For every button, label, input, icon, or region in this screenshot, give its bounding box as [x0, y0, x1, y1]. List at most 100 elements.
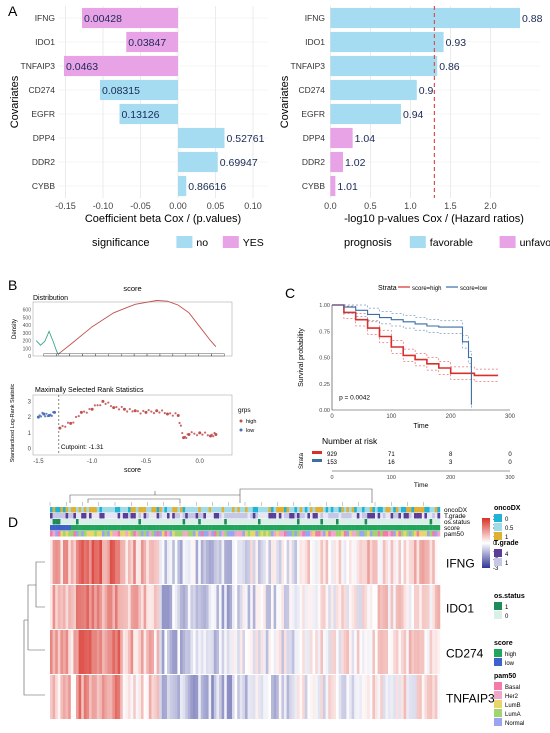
- heatmap-cell: [369, 585, 373, 629]
- heatmap-cell: [362, 630, 365, 674]
- annotation-cell-pam50: [343, 531, 347, 537]
- annotation-cell-pam50: [369, 531, 373, 537]
- annotation-cell-score: [89, 525, 92, 531]
- heatmap-cell: [94, 540, 98, 584]
- annotation-cell-score: [65, 525, 69, 531]
- heatmap-cell: [70, 675, 74, 719]
- annotation-cell-os.status: [299, 519, 303, 525]
- annotation-cell-T.grade: [94, 513, 97, 519]
- annotation-cell-score: [177, 525, 181, 531]
- annotation-cell-T.grade: [390, 513, 394, 519]
- legend-label: favorable: [430, 237, 473, 249]
- y-tick-label: IFNG: [35, 13, 55, 23]
- annotation-cell-score: [377, 525, 381, 531]
- annotation-cell-score: [411, 525, 415, 531]
- heatmap-cell: [416, 540, 420, 584]
- legend-swatch: [494, 718, 502, 726]
- annotation-cell-T.grade: [221, 513, 225, 519]
- annotation-cell-os.status: [57, 519, 61, 525]
- annotation-cell-pam50: [349, 531, 352, 537]
- heatmap-cell: [351, 675, 355, 719]
- annotation-cell-score: [382, 525, 386, 531]
- annotation-cell-score: [284, 525, 287, 531]
- heatmap-cell: [195, 630, 199, 674]
- heatmap-cell: [346, 675, 350, 719]
- point-high: [190, 431, 193, 434]
- heatmap-cell: [112, 675, 116, 719]
- annotation-cell-pam50: [421, 531, 425, 537]
- annotation-cell-os.status: [120, 519, 123, 525]
- annotation-cell-os.status: [232, 519, 235, 525]
- annotation-cell-T.grade: [112, 513, 116, 519]
- heatmap-cell: [232, 585, 235, 629]
- annotation-cell-pam50: [216, 531, 220, 537]
- annotation-cell-score: [414, 525, 417, 531]
- annotation-cell-T.grade: [226, 513, 230, 519]
- annotation-cell-T.grade: [208, 513, 212, 519]
- heatmap-cell: [271, 540, 274, 584]
- annotation-cell-os.status: [364, 519, 368, 525]
- annotation-cell-os.status: [286, 519, 290, 525]
- plot-frame: [32, 394, 233, 456]
- annotation-cell-os.status: [229, 519, 233, 525]
- annotation-cell-pam50: [411, 531, 415, 537]
- heatmap-cell: [164, 630, 168, 674]
- heatmap-cell: [252, 585, 256, 629]
- heatmap-cell: [427, 675, 430, 719]
- annotation-cell-os.status: [271, 519, 274, 525]
- annotation-cell-oncoDX: [372, 507, 376, 513]
- heatmap-cell: [291, 630, 295, 674]
- annotation-cell-oncoDX: [317, 507, 321, 513]
- annotation-cell-oncoDX: [429, 507, 433, 513]
- annotation-cell-os.status: [174, 519, 178, 525]
- annotation-cell-os.status: [346, 519, 350, 525]
- heatmap-cell: [364, 675, 368, 719]
- risk-table-tick: 0: [330, 475, 333, 481]
- annotation-cell-oncoDX: [312, 507, 316, 513]
- chart-title: score: [123, 284, 141, 293]
- y-tick-label: IFNG: [305, 13, 325, 23]
- legend-title: Strata: [378, 285, 397, 292]
- heatmap-cell: [159, 675, 163, 719]
- heatmap-cell: [65, 675, 69, 719]
- heatmap-cell: [148, 585, 152, 629]
- annotation-cell-T.grade: [304, 513, 308, 519]
- annotation-cell-T.grade: [325, 513, 329, 519]
- heatmap-cell: [398, 585, 402, 629]
- y-tick-label: TNFAIP3: [21, 61, 56, 71]
- row-dendrogram: [23, 561, 45, 696]
- heatmap-cell: [315, 630, 319, 674]
- heatmap-cell: [385, 585, 389, 629]
- annotation-cell-score: [174, 525, 178, 531]
- annotation-cell-T.grade: [229, 513, 233, 519]
- heatmap-cell: [284, 630, 287, 674]
- annotation-cell-oncoDX: [213, 507, 217, 513]
- annotation-cell-pam50: [268, 531, 272, 537]
- annotation-cell-score: [239, 525, 243, 531]
- annotation-cell-oncoDX: [362, 507, 365, 513]
- bar-ddr2: [330, 151, 344, 173]
- heatmap-cell: [213, 540, 217, 584]
- annotation-cell-T.grade: [310, 513, 313, 519]
- heatmap-cell: [325, 630, 329, 674]
- annotation-cell-oncoDX: [247, 507, 251, 513]
- point-high: [160, 409, 164, 412]
- annotation-cell-T.grade: [169, 513, 173, 519]
- annotation-cell-oncoDX: [239, 507, 243, 513]
- annotation-cell-score: [265, 525, 269, 531]
- heatmap-cell: [109, 585, 113, 629]
- annotation-cell-oncoDX: [143, 507, 147, 513]
- heatmap-cell: [403, 675, 407, 719]
- heatmap-cell: [317, 675, 321, 719]
- annotation-cell-score: [354, 525, 357, 531]
- annotation-cell-os.status: [362, 519, 365, 525]
- annotation-cell-oncoDX: [297, 507, 300, 513]
- data-label: 0.13126: [122, 109, 160, 121]
- annotation-cell-pam50: [195, 531, 199, 537]
- annotation-cell-oncoDX: [310, 507, 313, 513]
- annotation-cell-oncoDX: [94, 507, 97, 513]
- annotation-cell-T.grade: [356, 513, 360, 519]
- heatmap-cell: [250, 675, 254, 719]
- annotation-cell-pam50: [434, 531, 438, 537]
- annotation-cell-pam50: [252, 531, 256, 537]
